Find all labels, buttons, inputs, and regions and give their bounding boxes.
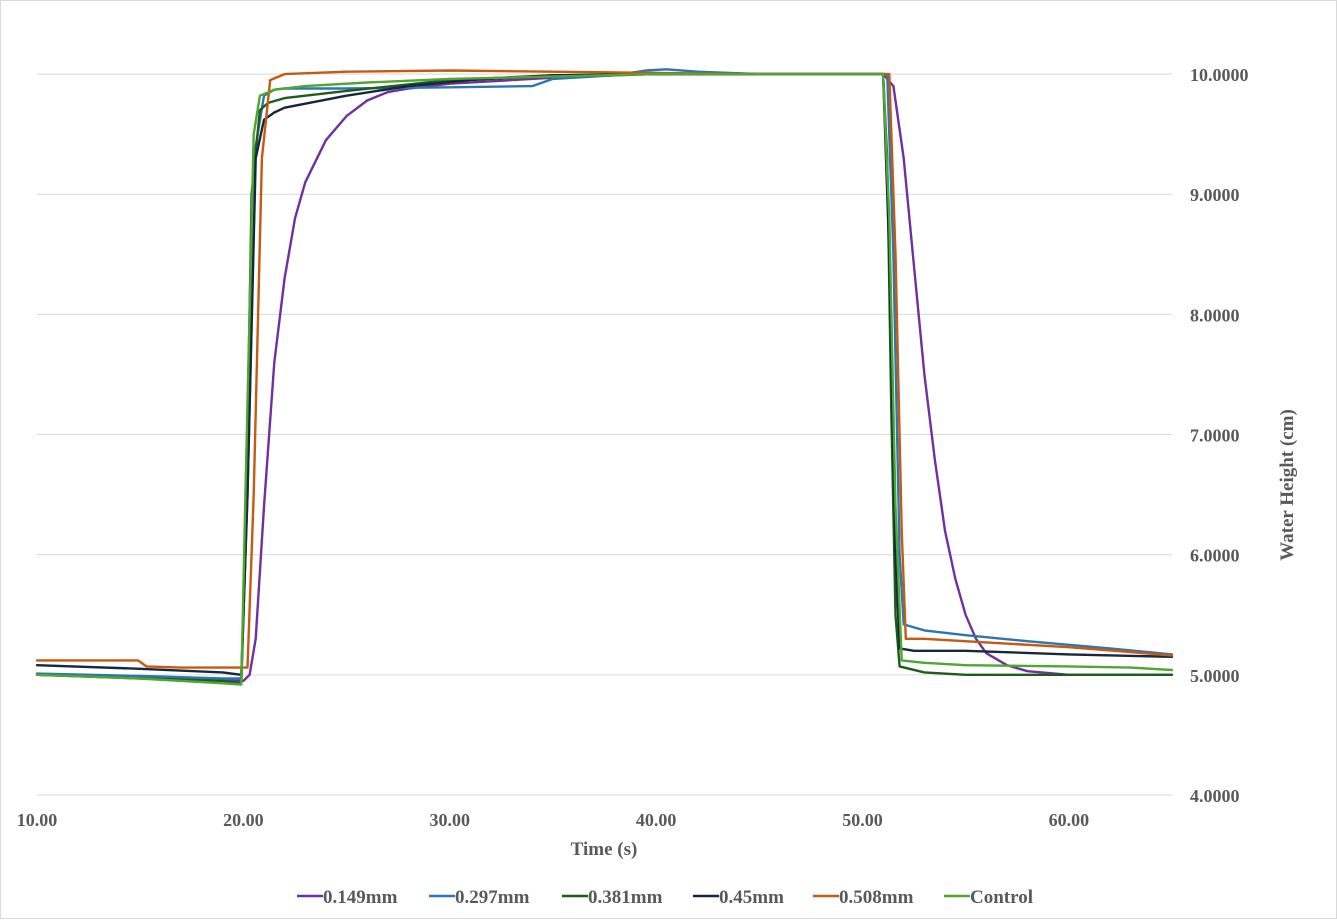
x-tick-label: 10.00 bbox=[17, 810, 58, 830]
x-tick-label: 50.00 bbox=[842, 810, 883, 830]
legend-label: Control bbox=[970, 887, 1033, 908]
x-tick-label: 30.00 bbox=[429, 810, 470, 830]
gridlines bbox=[37, 73, 1172, 796]
x-tick-label: 20.00 bbox=[223, 810, 264, 830]
legend: 0.149mm 0.297mm 0.381mm 0.45mm 0.508mm Contro… bbox=[297, 887, 1033, 908]
y-tick-label: 6.0000 bbox=[1190, 546, 1240, 566]
legend-label: 0.508mm bbox=[839, 887, 914, 908]
y-axis-ticks: 4.0000 5.0000 6.0000 7.0000 8.0000 9.0000 10.0… bbox=[1190, 65, 1249, 806]
x-axis-ticks: 10.00 20.00 30.00 40.00 50.00 60.00 bbox=[17, 810, 1089, 830]
y-tick-label: 7.0000 bbox=[1190, 426, 1240, 446]
x-axis-title: Time (s) bbox=[571, 839, 638, 860]
legend-label: 0.297mm bbox=[455, 887, 530, 908]
legend-label: 0.149mm bbox=[323, 887, 398, 908]
series-line-control bbox=[35, 72, 1174, 686]
y-tick-label: 8.0000 bbox=[1190, 305, 1240, 325]
y-tick-label: 10.0000 bbox=[1190, 65, 1249, 85]
series-line-0-149mm bbox=[35, 72, 1174, 683]
y-tick-label: 5.0000 bbox=[1190, 666, 1240, 686]
legend-label: 0.45mm bbox=[719, 887, 784, 908]
x-tick-label: 60.00 bbox=[1049, 810, 1090, 830]
legend-label: 0.381mm bbox=[588, 887, 663, 908]
x-tick-label: 40.00 bbox=[636, 810, 677, 830]
y-axis-title: Water Height (cm) bbox=[1277, 409, 1298, 561]
plot-area bbox=[35, 68, 1174, 686]
series-line-0-508mm bbox=[35, 69, 1174, 669]
y-tick-label: 4.0000 bbox=[1190, 786, 1240, 806]
series-line-0-381mm bbox=[35, 72, 1174, 685]
series-line-0-45mm bbox=[35, 72, 1174, 676]
y-tick-label: 9.0000 bbox=[1190, 185, 1240, 205]
series-line-0-297mm bbox=[35, 68, 1174, 680]
